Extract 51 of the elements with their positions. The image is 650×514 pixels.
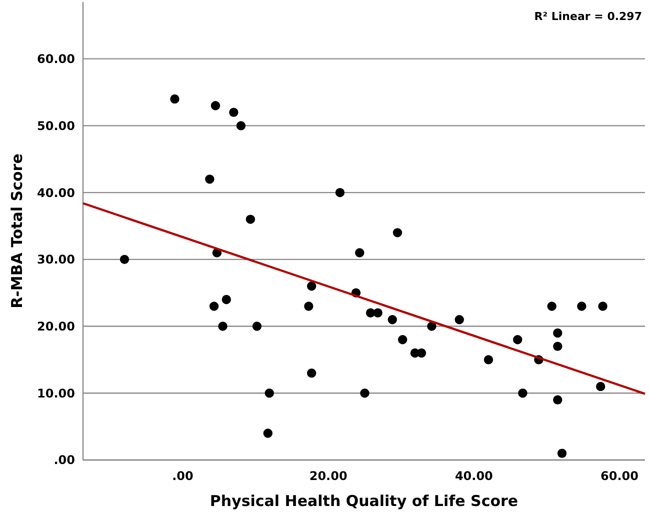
point <box>547 302 556 311</box>
point <box>264 388 274 398</box>
x-axis-title: Physical Health Quality of Life Score <box>210 492 518 510</box>
point <box>229 108 238 117</box>
point <box>388 314 397 324</box>
point <box>360 388 370 398</box>
annotation: R² Linear = 0.297 <box>534 10 642 23</box>
x-tick-label: .00 <box>172 469 194 483</box>
point <box>427 322 436 331</box>
point <box>210 101 220 110</box>
x-tick-label: 40.00 <box>454 469 493 483</box>
point <box>392 228 402 238</box>
point <box>553 342 562 351</box>
y-tick-label: 60.00 <box>37 52 75 66</box>
point <box>246 214 256 224</box>
point <box>553 328 562 338</box>
point <box>306 282 316 291</box>
point <box>205 174 214 184</box>
point <box>170 94 180 104</box>
point <box>222 294 232 304</box>
point <box>596 382 606 392</box>
point <box>518 388 528 398</box>
point <box>577 302 586 311</box>
y-tick-label: 50.00 <box>37 118 75 133</box>
y-axis-title: R-MBA Total Score <box>8 154 26 308</box>
y-tick-label: .00 <box>54 453 75 468</box>
point <box>355 248 364 258</box>
point <box>120 254 130 264</box>
point <box>263 428 273 438</box>
point <box>513 335 522 344</box>
point <box>335 188 345 198</box>
point <box>306 368 316 378</box>
point <box>454 314 464 324</box>
y-tick-label: 30.00 <box>37 252 75 267</box>
x-tick-label: 20.00 <box>309 469 348 483</box>
x-tick-label: 60.00 <box>600 469 639 483</box>
point <box>553 395 562 404</box>
point <box>557 448 567 458</box>
point <box>304 302 314 311</box>
y-tick-label: 40.00 <box>37 186 75 200</box>
point <box>598 302 608 311</box>
y-tick-label: 10.00 <box>37 386 75 400</box>
point <box>209 302 219 311</box>
point <box>218 322 228 331</box>
point <box>252 322 262 331</box>
y-tick-label: 20.00 <box>37 319 75 334</box>
point <box>373 308 382 318</box>
point <box>416 348 426 358</box>
point <box>236 121 246 130</box>
point <box>484 355 494 364</box>
point <box>398 335 408 344</box>
